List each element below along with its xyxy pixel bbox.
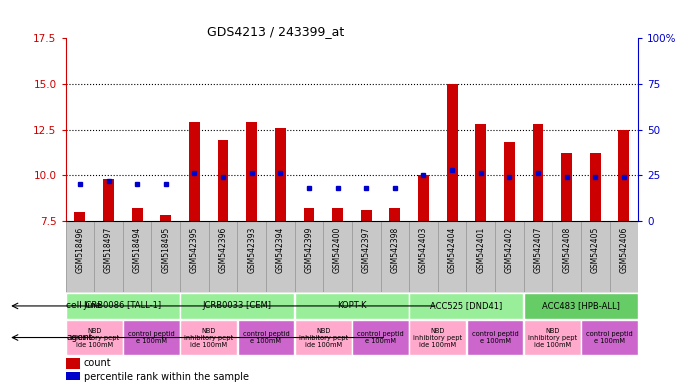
Text: control peptid
e 100mM: control peptid e 100mM — [472, 331, 518, 344]
Bar — [66, 320, 123, 355]
Text: NBD
inhibitory pept
ide 100mM: NBD inhibitory pept ide 100mM — [413, 328, 462, 348]
Text: GSM542403: GSM542403 — [419, 227, 428, 273]
Text: JCRB0033 [CEM]: JCRB0033 [CEM] — [203, 301, 272, 310]
Text: count: count — [84, 358, 112, 368]
Bar — [189, 122, 200, 221]
Bar — [209, 221, 237, 292]
Text: GSM518495: GSM518495 — [161, 227, 170, 273]
Text: GSM542397: GSM542397 — [362, 227, 371, 273]
Text: agent: agent — [66, 333, 92, 342]
Text: GSM542393: GSM542393 — [247, 227, 256, 273]
Bar — [495, 221, 524, 292]
Text: GSM542406: GSM542406 — [620, 227, 629, 273]
Bar — [409, 221, 438, 292]
Bar — [438, 221, 466, 292]
Text: cell line: cell line — [66, 301, 101, 310]
Bar — [123, 320, 180, 355]
Bar — [553, 221, 581, 292]
Text: GSM542399: GSM542399 — [304, 227, 313, 273]
Text: GSM542398: GSM542398 — [391, 227, 400, 273]
Bar — [66, 221, 95, 292]
Bar — [103, 179, 114, 221]
Text: NBD
inhibitory pept
ide 100mM: NBD inhibitory pept ide 100mM — [528, 328, 577, 348]
Text: ACC483 [HPB-ALL]: ACC483 [HPB-ALL] — [542, 301, 620, 310]
Text: KOPT-K: KOPT-K — [337, 301, 366, 310]
Bar — [123, 221, 152, 292]
Bar — [217, 141, 228, 221]
Bar — [94, 221, 123, 292]
Bar — [533, 124, 544, 221]
Bar — [332, 208, 343, 221]
Text: GSM542400: GSM542400 — [333, 227, 342, 273]
Bar — [590, 153, 601, 221]
Bar — [581, 320, 638, 355]
Bar — [266, 221, 295, 292]
Text: control peptid
e 100mM: control peptid e 100mM — [586, 331, 633, 344]
Text: GSM518496: GSM518496 — [75, 227, 84, 273]
Bar — [132, 208, 143, 221]
Bar — [561, 153, 572, 221]
Bar — [446, 84, 457, 221]
Text: GSM542401: GSM542401 — [476, 227, 485, 273]
Text: GSM542394: GSM542394 — [276, 227, 285, 273]
Bar — [237, 320, 295, 355]
Text: NBD
inhibitory pept
ide 100mM: NBD inhibitory pept ide 100mM — [184, 328, 233, 348]
Text: NBD
inhibitory pept
ide 100mM: NBD inhibitory pept ide 100mM — [299, 328, 348, 348]
Text: GDS4213 / 243399_at: GDS4213 / 243399_at — [208, 25, 344, 38]
Bar — [295, 293, 409, 318]
Text: GSM542405: GSM542405 — [591, 227, 600, 273]
Bar — [466, 320, 524, 355]
Bar — [295, 221, 324, 292]
Bar — [275, 128, 286, 221]
Bar — [180, 221, 209, 292]
Bar — [160, 215, 171, 221]
Bar — [524, 320, 581, 355]
Bar — [237, 221, 266, 292]
Bar — [246, 122, 257, 221]
Bar — [66, 371, 80, 382]
Text: GSM542395: GSM542395 — [190, 227, 199, 273]
Bar — [389, 208, 400, 221]
Bar — [466, 221, 495, 292]
Bar — [66, 358, 80, 369]
Bar — [304, 208, 315, 221]
Text: ACC525 [DND41]: ACC525 [DND41] — [431, 301, 502, 310]
Bar — [352, 221, 381, 292]
Bar — [352, 320, 409, 355]
Bar — [581, 221, 610, 292]
Text: percentile rank within the sample: percentile rank within the sample — [84, 372, 249, 382]
Bar — [409, 320, 466, 355]
Text: GSM542407: GSM542407 — [533, 227, 542, 273]
Text: JCRB0086 [TALL-1]: JCRB0086 [TALL-1] — [83, 301, 162, 310]
Text: GSM542396: GSM542396 — [219, 227, 228, 273]
Text: control peptid
e 100mM: control peptid e 100mM — [357, 331, 404, 344]
Bar — [381, 221, 409, 292]
Bar — [180, 293, 295, 318]
Text: NBD
inhibitory pept
ide 100mM: NBD inhibitory pept ide 100mM — [70, 328, 119, 348]
Bar — [504, 142, 515, 221]
Bar — [524, 221, 553, 292]
Bar — [524, 293, 638, 318]
Bar — [475, 124, 486, 221]
Text: GSM518497: GSM518497 — [104, 227, 113, 273]
Bar — [610, 221, 638, 292]
Bar — [409, 293, 524, 318]
Bar — [618, 129, 629, 221]
Text: GSM542402: GSM542402 — [505, 227, 514, 273]
Bar — [75, 212, 86, 221]
Bar — [66, 293, 180, 318]
Bar — [180, 320, 237, 355]
Text: GSM542408: GSM542408 — [562, 227, 571, 273]
Bar — [418, 175, 429, 221]
Bar — [324, 221, 352, 292]
Text: control peptid
e 100mM: control peptid e 100mM — [243, 331, 289, 344]
Text: control peptid
e 100mM: control peptid e 100mM — [128, 331, 175, 344]
Bar — [152, 221, 180, 292]
Text: GSM542404: GSM542404 — [448, 227, 457, 273]
Bar — [361, 210, 372, 221]
Bar — [295, 320, 352, 355]
Text: GSM518494: GSM518494 — [132, 227, 141, 273]
